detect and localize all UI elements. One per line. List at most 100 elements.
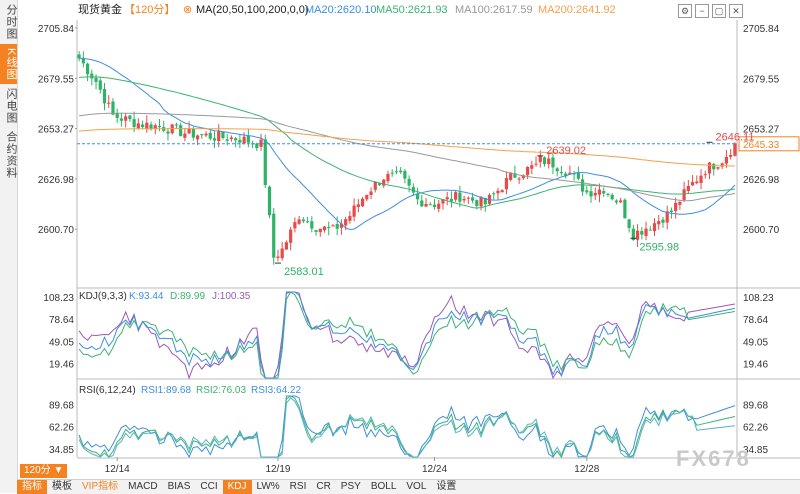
- candle: [470, 197, 475, 201]
- minus-icon[interactable]: −: [695, 4, 709, 18]
- indicator-9[interactable]: CR: [316, 481, 331, 492]
- restore-icon[interactable]: ▢: [712, 4, 726, 18]
- candle: [538, 155, 542, 163]
- candle: [132, 119, 136, 127]
- candle: [568, 172, 572, 175]
- candle: [614, 200, 619, 203]
- candle: [157, 125, 162, 127]
- chart-period: 【120分】: [124, 3, 175, 16]
- rsi-tick-left: 89.68: [49, 400, 74, 411]
- candle: [145, 122, 149, 129]
- candle: [195, 135, 200, 140]
- candle: [724, 156, 729, 164]
- indicator-bar: 指标 模板 VIP指标 MACD BIAS CCI KDJ LW% RSI CR PSY BOLL VO…: [17, 479, 800, 494]
- ma-icon[interactable]: ⊗: [183, 4, 192, 16]
- candle: [623, 199, 627, 219]
- candle: [310, 221, 314, 229]
- candle: [690, 182, 695, 186]
- kdj-legend-item: J:100.35: [212, 291, 251, 302]
- tab-timeshare[interactable]: 分时图: [5, 4, 17, 40]
- candle: [246, 135, 250, 143]
- candle: [98, 80, 102, 90]
- rsi-legend-item: RSI2:76.03: [196, 385, 246, 396]
- ma-legend-item: MA20:2620.10: [305, 4, 377, 16]
- tab-lightning[interactable]: 闪电图: [5, 88, 17, 124]
- indicator-6[interactable]: KDJ: [222, 480, 252, 494]
- candle: [386, 173, 390, 182]
- indicator-5[interactable]: CCI: [200, 481, 218, 492]
- gear-icon[interactable]: ⚙: [678, 4, 692, 18]
- candle: [77, 54, 81, 59]
- candle: [445, 197, 449, 200]
- candle: [593, 192, 597, 196]
- tab-kline[interactable]: K线图: [0, 44, 17, 84]
- candle: [305, 221, 310, 223]
- candle: [153, 125, 157, 129]
- candle: [610, 194, 614, 200]
- candle: [394, 171, 399, 173]
- indicator-10[interactable]: PSY: [340, 481, 361, 492]
- indicator-13[interactable]: 设置: [436, 481, 457, 492]
- close-icon[interactable]: ✕: [729, 4, 743, 18]
- period-selector[interactable]: 120分 ▼: [20, 464, 68, 478]
- candle: [534, 163, 538, 165]
- candle: [597, 189, 602, 195]
- kdj-line: [78, 291, 735, 380]
- candle: [289, 229, 293, 243]
- candle: [390, 172, 394, 174]
- rsi-legend-item: RSI1:89.68: [141, 385, 191, 396]
- candle: [665, 211, 669, 223]
- rsi-line: [78, 395, 736, 459]
- candle: [555, 168, 559, 172]
- candle: [301, 219, 305, 222]
- candle: [509, 172, 513, 180]
- candle: [339, 223, 344, 228]
- y-tick-label-right: 2626.98: [743, 175, 780, 186]
- candle: [179, 125, 183, 137]
- candle: [280, 248, 284, 259]
- x-date-label: 12/19: [265, 464, 290, 475]
- candle: [492, 193, 496, 195]
- rsi-tick-right: 34.85: [743, 445, 768, 456]
- candle: [576, 172, 580, 179]
- candle: [458, 192, 462, 202]
- kdj-tick-right: 19.46: [743, 359, 768, 370]
- rsi-tick-left: 62.26: [49, 423, 74, 434]
- tab-contract-info[interactable]: 合约资料: [5, 131, 17, 179]
- kdj-tick-right: 78.64: [743, 315, 768, 326]
- candle: [652, 223, 657, 232]
- candle: [424, 203, 428, 207]
- candle: [174, 124, 179, 126]
- kdj-tick-right: 49.05: [743, 337, 768, 348]
- ma-legend: MA20:2620.10 MA50:2621.93 MA100:2617.59 MA2…: [305, 4, 616, 16]
- kdj-line: [78, 291, 736, 379]
- candle: [191, 128, 195, 138]
- price-annotation: 2646.11: [716, 131, 755, 143]
- candle: [707, 162, 712, 174]
- kdj-legend-item: K:93.44: [129, 291, 164, 302]
- current-price-label: 2645.33: [743, 140, 780, 151]
- candle: [276, 256, 280, 258]
- candle: [449, 198, 454, 202]
- indicator-2[interactable]: VIP指标: [82, 481, 119, 492]
- candle: [115, 112, 119, 119]
- indicator-3[interactable]: MACD: [128, 481, 158, 492]
- candle: [729, 154, 733, 157]
- candle: [149, 124, 153, 130]
- candle: [496, 190, 500, 194]
- candle: [585, 190, 589, 193]
- indicator-4[interactable]: BIAS: [167, 481, 191, 492]
- candle: [513, 173, 517, 178]
- indicator-1[interactable]: 模板: [52, 481, 72, 492]
- candle: [712, 163, 716, 170]
- candle: [360, 198, 365, 207]
- candle: [322, 226, 327, 231]
- y-tick-label-right: 2653.27: [743, 125, 780, 136]
- indicator-12[interactable]: VOL: [406, 481, 427, 492]
- indicator-11[interactable]: BOLL: [370, 481, 397, 492]
- y-tick-label-right: 2600.70: [743, 225, 780, 236]
- indicator-8[interactable]: RSI: [289, 481, 307, 492]
- indicator-7[interactable]: LW%: [256, 481, 280, 492]
- indicator-0[interactable]: 指标: [17, 480, 47, 494]
